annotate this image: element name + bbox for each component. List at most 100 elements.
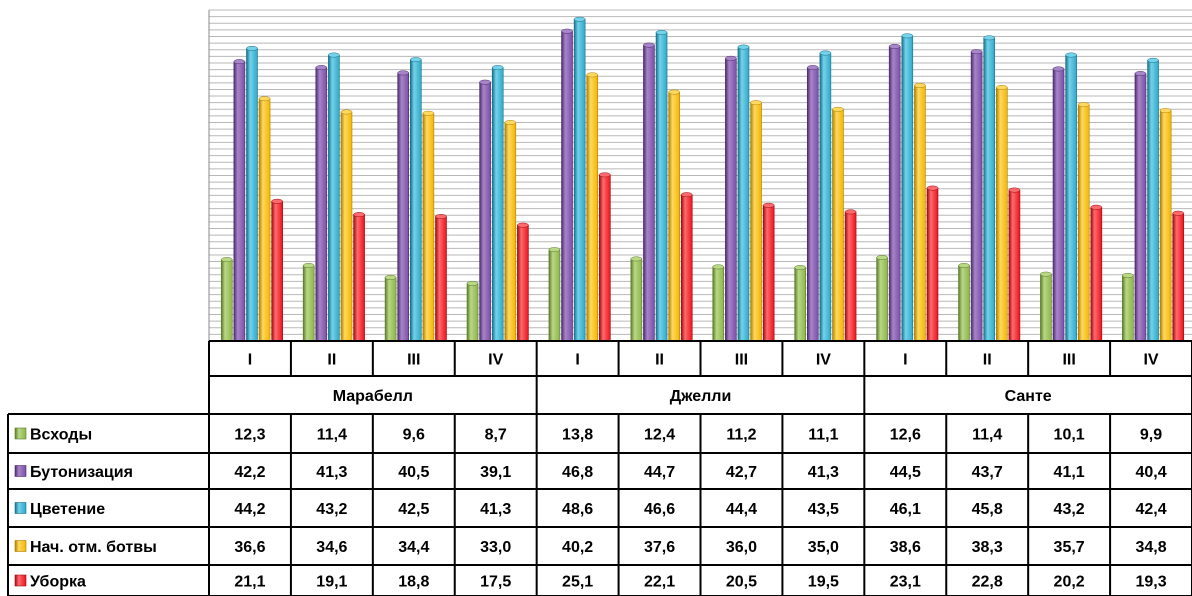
group-label: Джелли	[670, 388, 732, 405]
data-value-label: 43,7	[972, 464, 1003, 481]
bar	[655, 32, 668, 342]
data-value-label: 41,3	[480, 501, 511, 518]
bar-cap	[384, 274, 397, 280]
category-tick-label: II	[655, 352, 664, 369]
data-value-label: 12,4	[644, 427, 675, 444]
data-value-label: 40,5	[398, 464, 429, 481]
data-value-label: 37,6	[644, 539, 675, 556]
category-tick-label: III	[1062, 352, 1075, 369]
bar	[668, 91, 680, 342]
bar	[491, 67, 504, 342]
bar-cap	[996, 85, 1008, 90]
bar-cap	[353, 212, 365, 218]
category-tick-label: III	[735, 352, 748, 369]
series-label: Всходы	[30, 427, 92, 444]
legend-key	[14, 574, 27, 587]
bar	[958, 265, 970, 342]
bar	[901, 35, 914, 342]
data-value-label: 43,2	[316, 501, 347, 518]
bar-cap	[315, 65, 328, 71]
bar-cap	[750, 100, 762, 106]
bar-cap	[1122, 273, 1134, 278]
bar-cap	[1008, 187, 1021, 193]
data-value-label: 42,7	[726, 464, 757, 481]
data-value-label: 13,8	[562, 427, 593, 444]
data-value-label: 12,6	[890, 427, 921, 444]
bar-cap	[491, 65, 504, 71]
data-value-label: 44,2	[234, 501, 265, 518]
data-value-label: 19,3	[1135, 574, 1166, 591]
bar	[397, 72, 409, 342]
bar	[1122, 275, 1134, 342]
bar	[926, 187, 939, 342]
gridlines	[208, 9, 1192, 342]
legend-key	[14, 465, 27, 477]
bar	[409, 59, 422, 342]
data-value-label: 35,0	[808, 539, 839, 556]
legend-key	[14, 427, 27, 440]
bar	[479, 81, 491, 342]
data-value-label: 46,1	[890, 501, 921, 518]
data-value-label: 33,0	[480, 539, 511, 556]
bar	[832, 109, 844, 342]
data-value-label: 41,3	[316, 464, 347, 481]
bar	[1134, 73, 1147, 342]
bar-cap	[832, 106, 844, 112]
data-value-label: 36,6	[234, 539, 265, 556]
bar	[435, 216, 447, 342]
bar-cap	[221, 257, 233, 263]
bar	[888, 46, 901, 342]
bar	[1008, 189, 1021, 342]
category-tick-label: I	[575, 352, 579, 369]
bar	[302, 265, 315, 342]
bar-cap	[762, 202, 775, 208]
data-value-label: 42,4	[1135, 501, 1166, 518]
bar	[680, 194, 693, 342]
bar	[504, 122, 517, 342]
category-tick-label: I	[248, 352, 252, 369]
bar-cap	[573, 16, 586, 22]
bar-cap	[914, 83, 926, 88]
data-value-label: 12,3	[234, 427, 265, 444]
bar	[315, 67, 328, 342]
bar-cap	[466, 280, 479, 286]
bar-cap	[876, 255, 888, 261]
data-value-label: 34,8	[1135, 539, 1166, 556]
bar	[466, 283, 479, 342]
bar-cap	[712, 264, 725, 270]
data-value-label: 46,8	[562, 464, 593, 481]
data-value-label: 19,5	[808, 574, 839, 591]
bar-cap	[340, 109, 353, 115]
series-label: Бутонизация	[30, 464, 133, 481]
category-tick-label: I	[903, 352, 907, 369]
data-value-label: 11,2	[726, 427, 756, 444]
bar	[246, 48, 258, 342]
data-value-label: 22,1	[644, 574, 675, 591]
data-value-label: 40,2	[562, 539, 593, 556]
bar	[996, 87, 1008, 342]
bar	[1065, 54, 1077, 342]
bar-cap	[246, 45, 258, 51]
category-tick-label: II	[983, 352, 992, 369]
series-label: Цветение	[30, 501, 105, 518]
bar-cap	[643, 42, 655, 48]
bar	[1159, 110, 1172, 342]
bar	[258, 98, 271, 342]
data-value-label: 41,1	[1054, 464, 1085, 481]
bar-cap	[599, 172, 611, 178]
data-value-label: 40,4	[1135, 464, 1166, 481]
bar-cap	[807, 65, 819, 71]
data-value-label: 9,9	[1140, 427, 1162, 444]
data-value-label: 20,5	[726, 574, 757, 591]
data-value-label: 11,1	[808, 427, 838, 444]
bar-cap	[397, 70, 409, 76]
bar-cap	[1147, 57, 1159, 63]
bar-cap	[302, 263, 315, 268]
bar-cap	[410, 57, 422, 63]
bar-cap	[1134, 71, 1147, 77]
category-tick-label: II	[327, 352, 336, 369]
bar-cap	[1065, 52, 1077, 58]
category-tick-label: IV	[1143, 352, 1158, 369]
bar-cap	[1052, 66, 1065, 72]
